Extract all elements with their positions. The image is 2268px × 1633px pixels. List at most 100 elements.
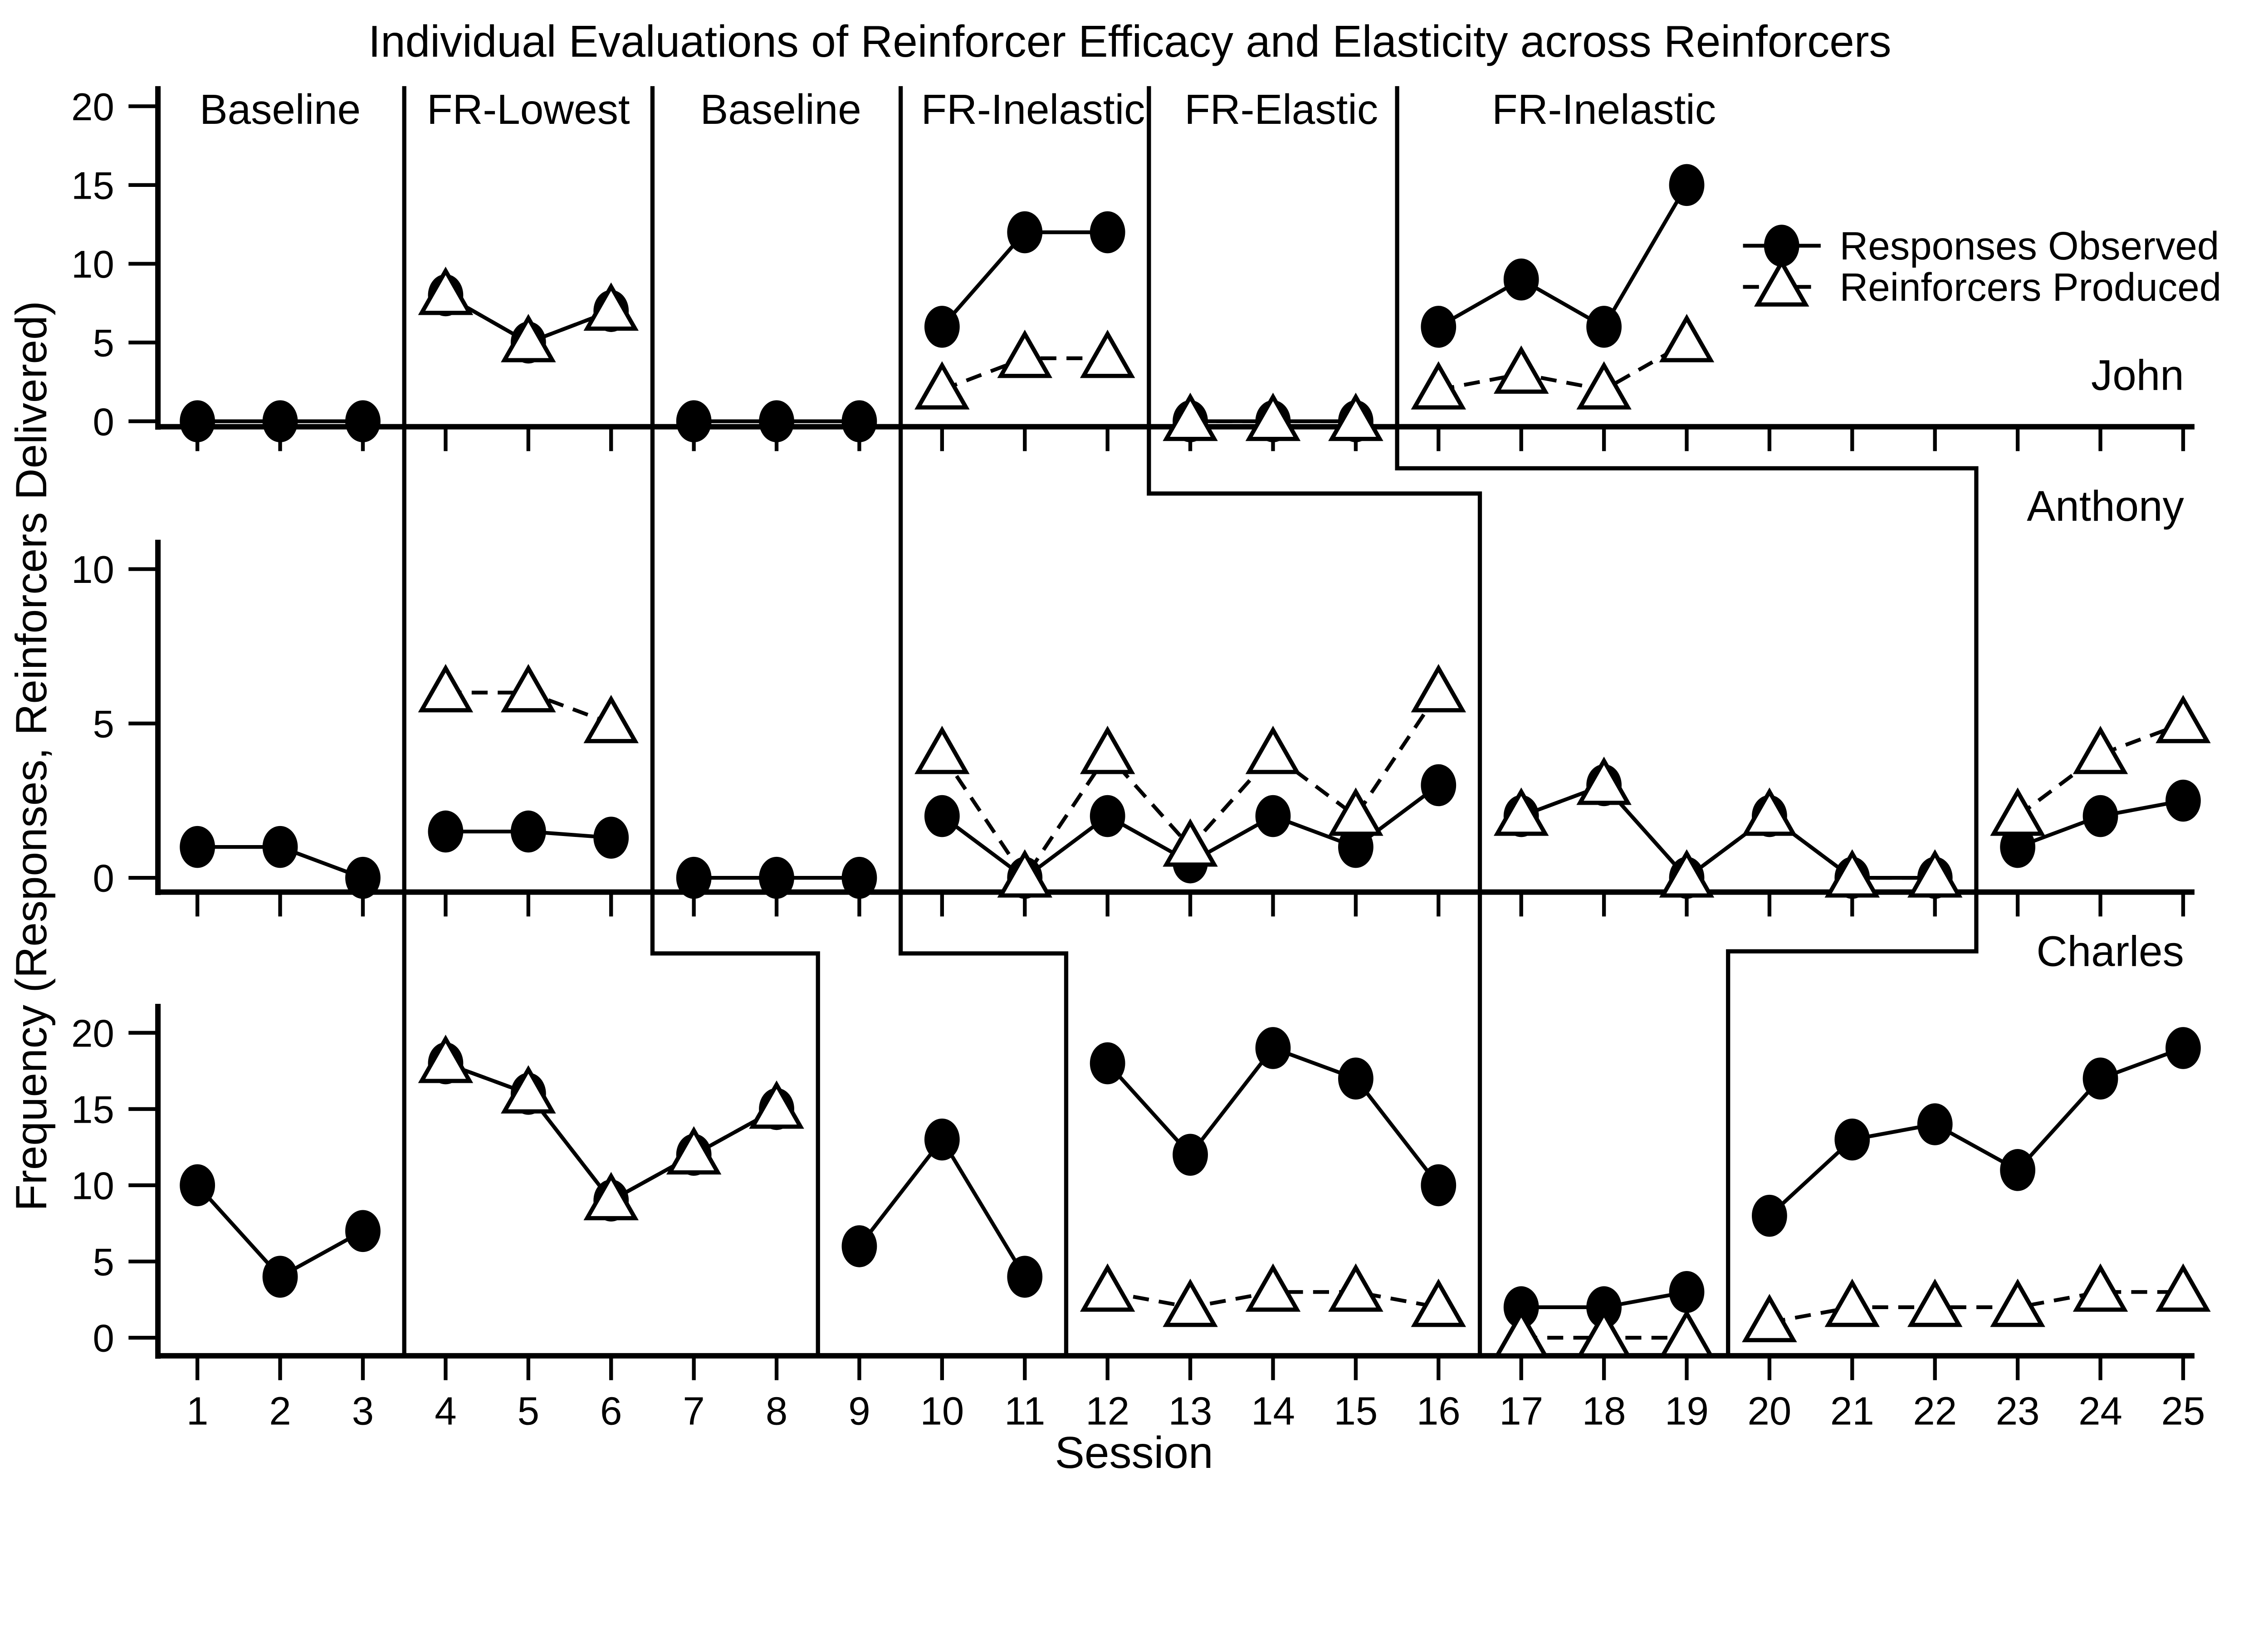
subject-name-label: Anthony bbox=[2027, 483, 2184, 530]
response-point-marker bbox=[1834, 1118, 1870, 1161]
response-point-marker bbox=[262, 826, 298, 868]
phase-change-lines bbox=[402, 86, 1979, 1356]
response-point-marker bbox=[1090, 795, 1125, 837]
session-number: 11 bbox=[1004, 1389, 1045, 1433]
response-point-marker bbox=[1917, 1103, 1953, 1145]
response-point-marker bbox=[1669, 164, 1705, 206]
reinforcer-point-marker bbox=[1576, 756, 1632, 805]
response-point-marker bbox=[1669, 1271, 1705, 1313]
reinforcer-point-marker bbox=[666, 1126, 722, 1175]
y-tick-label: 20 bbox=[71, 86, 114, 129]
response-point-marker bbox=[262, 400, 298, 442]
session-number: 8 bbox=[766, 1389, 787, 1433]
response-point-marker bbox=[180, 1164, 215, 1207]
response-point-marker bbox=[180, 400, 215, 442]
y-tick-label: 20 bbox=[71, 1012, 114, 1055]
response-point-marker bbox=[345, 400, 381, 442]
response-point-marker bbox=[1338, 826, 1374, 868]
legend-label-responses: Responses Observed bbox=[1840, 224, 2219, 268]
subject-name-label: John bbox=[2091, 352, 2184, 399]
session-number: 25 bbox=[2161, 1389, 2205, 1433]
session-number: 21 bbox=[1830, 1389, 1874, 1433]
y-tick-label: 5 bbox=[93, 322, 114, 365]
reinforcer-point-marker bbox=[418, 1035, 474, 1083]
reinforcer-point-marker bbox=[914, 361, 970, 410]
reinforcer-point-marker bbox=[997, 329, 1053, 378]
reinforcer-point-marker bbox=[501, 314, 556, 362]
phase-change-line bbox=[1395, 86, 1979, 1356]
session-number: 17 bbox=[1499, 1389, 1543, 1433]
response-point-marker bbox=[1586, 1286, 1622, 1329]
response-point-marker bbox=[841, 1225, 877, 1267]
reinforcers-line bbox=[1438, 341, 1688, 392]
phase-label: FR-Inelastic bbox=[1492, 86, 1716, 133]
reinforcer-point-marker bbox=[1080, 329, 1135, 378]
session-number: 19 bbox=[1665, 1389, 1709, 1433]
y-tick-label: 15 bbox=[71, 164, 114, 207]
session-number: 12 bbox=[1085, 1389, 1129, 1433]
session-number: 15 bbox=[1334, 1389, 1378, 1433]
y-tick-label: 0 bbox=[93, 401, 114, 444]
response-point-marker bbox=[2000, 826, 2036, 868]
session-number: 1 bbox=[186, 1389, 208, 1433]
reinforcer-point-marker bbox=[1576, 1309, 1632, 1358]
response-point-marker bbox=[924, 1118, 960, 1161]
responses-line bbox=[1768, 1046, 2184, 1217]
response-point-marker bbox=[924, 306, 960, 348]
reinforcer-point-marker bbox=[1742, 787, 1797, 836]
response-point-marker bbox=[593, 816, 629, 859]
responses-line bbox=[1437, 184, 1689, 330]
reinforcer-point-marker bbox=[418, 266, 474, 315]
reinforcer-point-marker bbox=[1907, 1278, 1963, 1327]
response-point-marker bbox=[841, 400, 877, 442]
reinforcer-point-marker bbox=[1990, 787, 2045, 836]
panel-charles: 0 5 10 15 20 Charles bbox=[71, 928, 2211, 1380]
response-point-marker bbox=[345, 856, 381, 899]
reinforcer-point-marker bbox=[1245, 725, 1301, 774]
response-point-marker bbox=[1173, 1134, 1208, 1176]
response-point-marker bbox=[1255, 1027, 1291, 1069]
response-point-marker bbox=[428, 810, 464, 853]
session-number: 9 bbox=[848, 1389, 870, 1433]
response-point-marker bbox=[2082, 1057, 2118, 1100]
reinforcer-point-marker bbox=[2156, 694, 2211, 743]
session-number: 10 bbox=[920, 1389, 964, 1433]
reinforcer-point-marker bbox=[583, 694, 639, 743]
response-point-marker bbox=[1586, 306, 1622, 348]
reinforcer-point-marker bbox=[2072, 1263, 2128, 1312]
reinforcers-series bbox=[418, 266, 1715, 441]
phase-label: Baseline bbox=[200, 86, 361, 133]
reinforcer-point-marker bbox=[1659, 849, 1715, 898]
phase-change-line bbox=[1147, 86, 1482, 1356]
reinforcer-point-marker bbox=[2072, 725, 2128, 774]
reinforcer-point-marker bbox=[1754, 258, 1809, 307]
session-number: 20 bbox=[1748, 1389, 1792, 1433]
y-tick-label: 0 bbox=[93, 1317, 114, 1360]
response-point-marker bbox=[1503, 258, 1539, 301]
response-point-marker bbox=[1255, 795, 1291, 837]
response-point-marker bbox=[180, 826, 215, 868]
response-point-marker bbox=[676, 400, 712, 442]
reinforcer-point-marker bbox=[583, 282, 639, 331]
subject-name-label: Charles bbox=[2036, 928, 2184, 976]
response-point-marker bbox=[1007, 1256, 1043, 1298]
reinforcer-point-marker bbox=[1245, 1263, 1301, 1312]
response-point-marker bbox=[759, 400, 794, 442]
reinforcer-point-marker bbox=[1163, 818, 1218, 867]
response-point-marker bbox=[2082, 795, 2118, 837]
reinforcer-point-marker bbox=[2156, 1263, 2211, 1312]
reinforcer-point-marker bbox=[1411, 1278, 1466, 1327]
panel-anthony: 0 5 10 Anthony bbox=[71, 483, 2211, 917]
session-number: 24 bbox=[2078, 1389, 2122, 1433]
response-point-marker bbox=[1503, 1286, 1539, 1329]
session-number: 13 bbox=[1168, 1389, 1212, 1433]
response-point-marker bbox=[676, 856, 712, 899]
reinforcer-point-marker bbox=[1328, 787, 1383, 836]
reinforcer-point-marker bbox=[418, 664, 474, 713]
session-number: 3 bbox=[352, 1389, 374, 1433]
response-point-marker bbox=[1007, 211, 1043, 254]
figure-container: Individual Evaluations of Reinforcer Eff… bbox=[7, 16, 2222, 1478]
response-point-marker bbox=[759, 856, 794, 899]
session-number: 7 bbox=[683, 1389, 704, 1433]
reinforcers-line bbox=[445, 293, 612, 345]
